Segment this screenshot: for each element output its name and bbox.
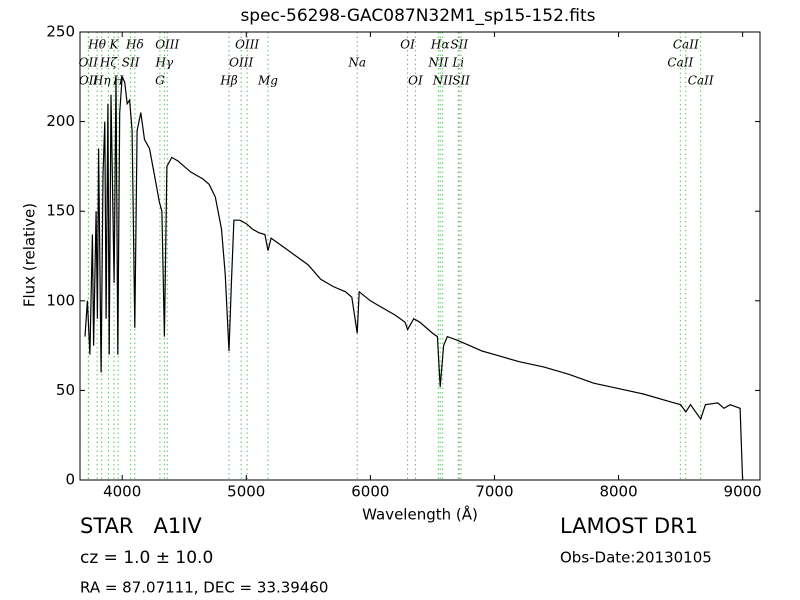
y-tick-label: 50 [56,381,75,399]
x-tick-label: 8000 [599,483,637,501]
spectral-line-label: Hη [92,74,111,88]
spectral-line-label: OIII [155,38,179,52]
spectral-line-label: G [155,74,165,88]
spectral-line-label: K [109,38,120,52]
x-tick-label: 6000 [351,483,389,501]
spectral-line-label: Hβ [219,74,237,88]
spectral-line-label: CaII [667,56,693,70]
redshift-label: cz = 1.0 ± 10.0 [80,548,213,568]
y-tick-label: 250 [46,23,75,41]
spectral-line-label: Hα [430,38,450,52]
spectral-line-label: OI [408,74,423,88]
y-tick-label: 200 [46,112,75,130]
x-tick-label: 7000 [475,483,513,501]
y-tick-label: 0 [65,471,75,489]
x-tick-label: 5000 [227,483,265,501]
class-label: STAR A1IV [80,514,202,538]
y-tick-label: 100 [46,291,75,309]
x-tick-label: 9000 [724,483,762,501]
y-tick-label: 150 [46,202,75,220]
spectral-line-label: H [112,74,124,88]
spectral-line-label: CaII [688,74,714,88]
spectral-line-label: OII [79,56,99,70]
spectral-line-label: Hζ [99,56,118,70]
date-label: Obs-Date:20130105 [560,549,712,567]
spectral-line-label: SII [450,38,468,52]
coords-label: RA = 87.07111, DEC = 33.39460 [80,579,328,597]
spectral-line-label: OI [400,38,415,52]
x-axis-label: Wavelength (Å) [362,505,478,524]
spectral-line-label: OII [79,74,99,88]
plot-frame [79,31,761,481]
spectral-line-label: Hδ [125,38,144,52]
spectral-line-label: CaII [673,38,699,52]
spectral-line-label: OIII [229,56,253,70]
spectral-line-label: SII [452,74,470,88]
spectral-line-label: Mg [257,74,278,88]
survey-label: LAMOST DR1 [560,514,698,538]
spectral-line-label: Hθ [87,38,106,52]
spectral-line-label: Li [451,56,464,70]
spectral-line-label: OIII [235,38,259,52]
spectral-line-label: SII [122,56,140,70]
spectral-line-label: NII [432,74,453,88]
spectrum-line [84,76,744,481]
y-axis-label: Flux (relative) [21,203,39,307]
spectral-line-label: NII [427,56,448,70]
chart-title: spec-56298-GAC087N32M1_sp15-152.fits [240,6,595,26]
spectral-line-label: Na [347,56,366,70]
spectral-line-label: Hγ [155,56,174,70]
x-tick-label: 4000 [103,483,141,501]
